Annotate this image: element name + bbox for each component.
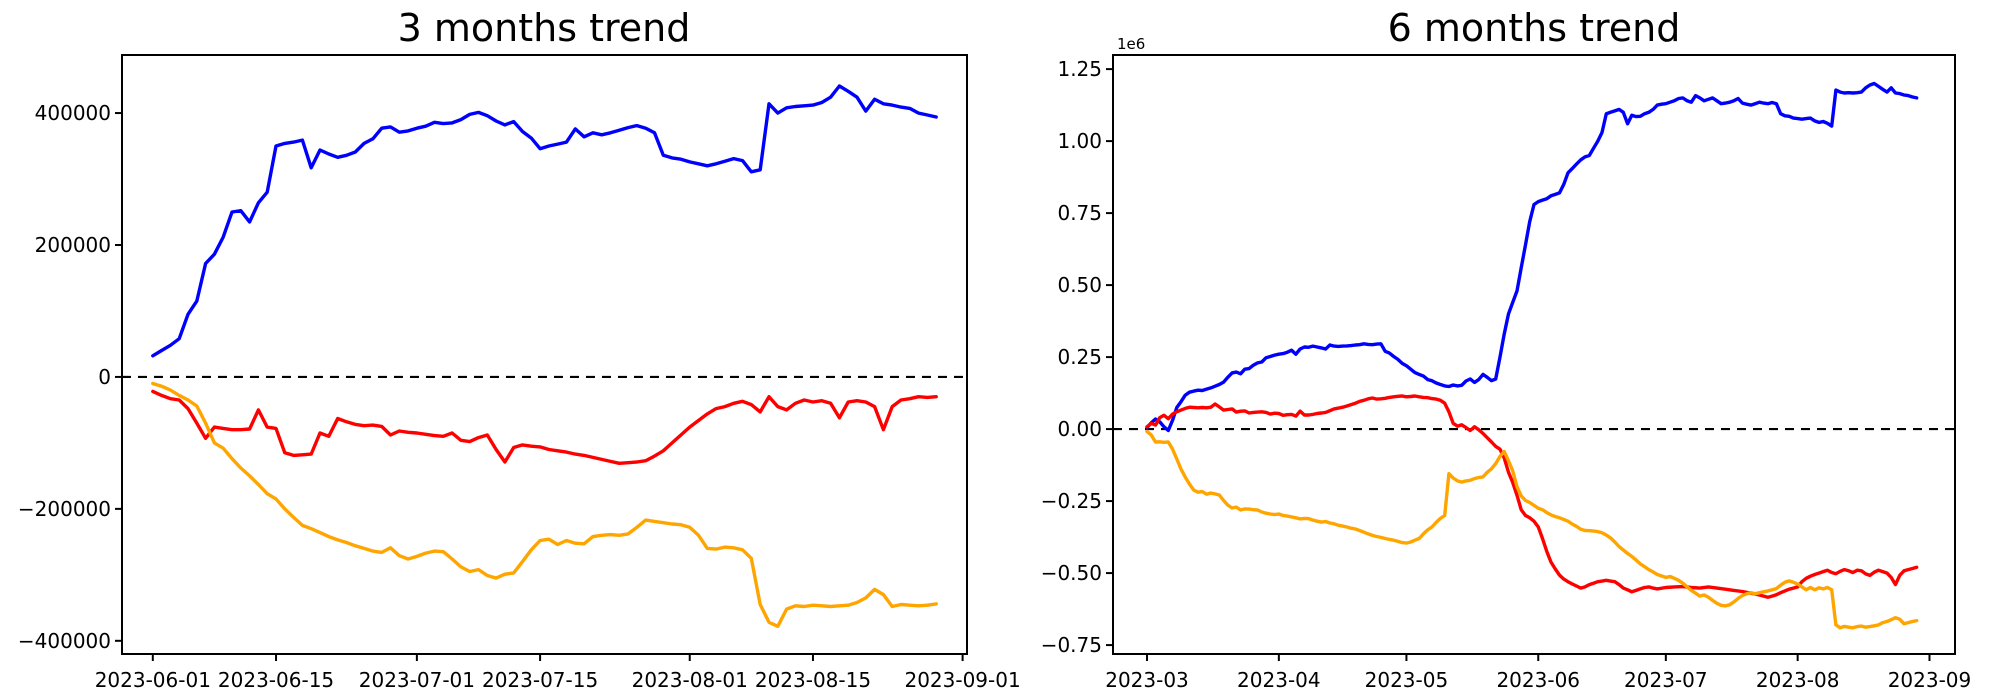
x-axis-tick-label: 2023-06 [1496, 668, 1580, 692]
y-axis-tick-label: −0.25 [1041, 489, 1102, 513]
y-axis-tick-label: −0.75 [1041, 633, 1102, 657]
chart-3-months-trend: 2023-06-01 2023-06-15 2023-07-01 2023-07-15… [18, 54, 1021, 692]
series-red-line [1145, 394, 1919, 599]
y-axis-tick-label: −400000 [18, 629, 111, 653]
chart-6-months-trend: 2023-03 2023-04 2023-05 2023-06 2023-07 2023-… [1041, 35, 1972, 692]
chart-title-6-months: 6 months trend [1387, 6, 1681, 50]
x-axis-tick-label: 2023-09-01 [904, 668, 1020, 692]
x-axis-tick-label: 2023-05 [1365, 668, 1449, 692]
series-orange-line [151, 381, 938, 628]
x-axis-tick-label: 2023-08-01 [632, 668, 748, 692]
y-axis-tick-label: 0.25 [1057, 345, 1102, 369]
y-axis-tick-label: −200000 [18, 497, 111, 521]
y-axis-tick-label: 0.00 [1057, 417, 1102, 441]
y-axis-tick-label: 0 [98, 365, 111, 389]
y-axis-tick-label: 1.00 [1057, 129, 1102, 153]
x-axis-tick-label: 2023-04 [1237, 668, 1321, 692]
y-axis-tick-label: 200000 [35, 233, 111, 257]
x-axis-tick-label: 2023-06-15 [218, 668, 334, 692]
y-axis-tick-label: 1.25 [1057, 57, 1102, 81]
series-blue-line [151, 84, 938, 358]
x-axis-tick-label: 2023-08 [1756, 668, 1840, 692]
series-orange-line [1145, 429, 1919, 630]
series-blue-line [1145, 81, 1919, 433]
chart-title-3-months: 3 months trend [397, 6, 691, 50]
y-axis-tick-label: 0.75 [1057, 201, 1102, 225]
x-axis-tick-label: 2023-09 [1888, 668, 1972, 692]
x-axis-tick-label: 2023-06-01 [95, 668, 211, 692]
y-axis-offset-label: 1e6 [1117, 35, 1145, 53]
axes-frame [121, 54, 968, 655]
axes-frame [1112, 54, 1956, 655]
x-axis-tick-label: 2023-08-15 [755, 668, 871, 692]
x-axis-tick-label: 2023-07-01 [359, 668, 475, 692]
x-axis-tick-label: 2023-07-15 [482, 668, 598, 692]
y-axis-tick-label: −0.50 [1041, 561, 1102, 585]
series-red-line [151, 389, 938, 465]
y-axis-tick-label: 0.50 [1057, 273, 1102, 297]
x-axis-tick-label: 2023-03 [1105, 668, 1189, 692]
x-axis-tick-label: 2023-07 [1624, 668, 1708, 692]
y-axis-tick-label: 400000 [35, 101, 111, 125]
